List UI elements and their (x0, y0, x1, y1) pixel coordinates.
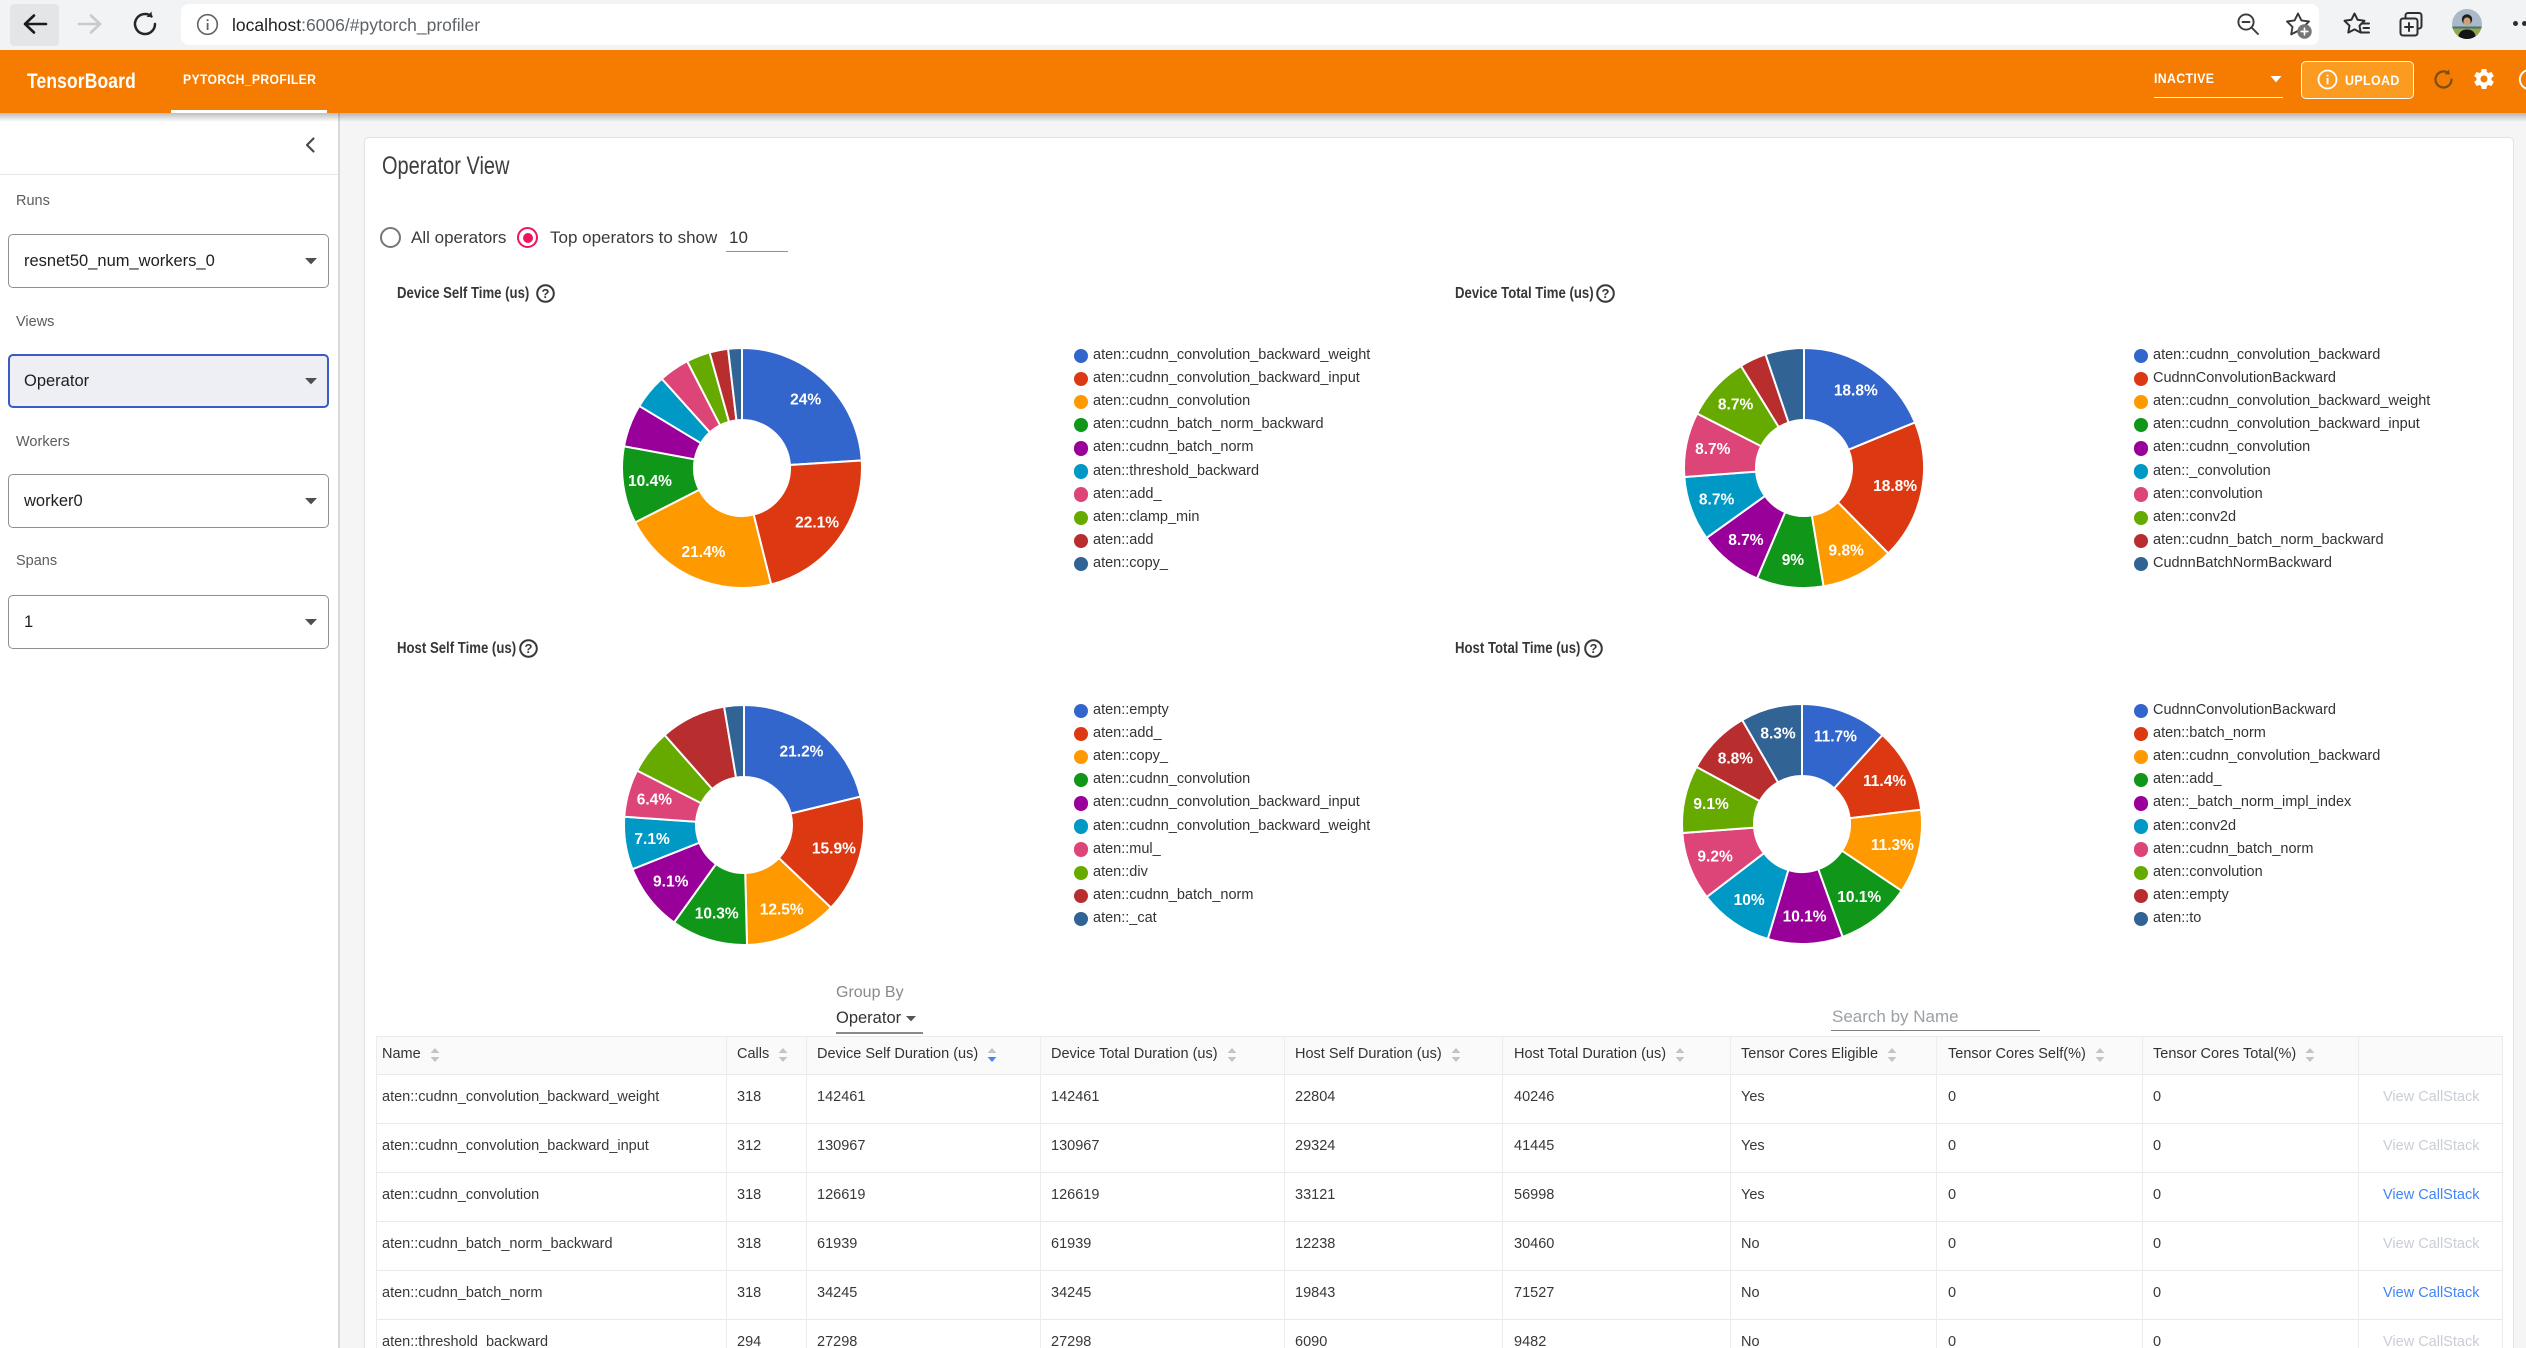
svg-text:?: ? (525, 641, 533, 656)
svg-text:11.4%: 11.4% (1863, 773, 1906, 790)
svg-text:9.8%: 9.8% (1829, 542, 1865, 559)
svg-text:7.1%: 7.1% (634, 830, 670, 847)
svg-text:?: ? (1602, 286, 1610, 301)
svg-text:18.8%: 18.8% (1834, 382, 1878, 399)
svg-text:8.7%: 8.7% (1728, 532, 1764, 549)
svg-text:6.4%: 6.4% (637, 791, 673, 808)
svg-text:12.5%: 12.5% (760, 901, 804, 918)
svg-text:9.1%: 9.1% (1693, 796, 1729, 813)
svg-text:10%: 10% (1734, 892, 1765, 909)
svg-text:8.8%: 8.8% (1718, 751, 1754, 768)
svg-text:21.4%: 21.4% (682, 544, 726, 561)
svg-text:8.7%: 8.7% (1695, 441, 1731, 458)
svg-text:?: ? (1590, 641, 1598, 656)
svg-text:15.9%: 15.9% (812, 840, 856, 857)
svg-text:24%: 24% (790, 392, 821, 409)
svg-text:8.7%: 8.7% (1699, 491, 1735, 508)
svg-text:9.2%: 9.2% (1697, 849, 1733, 866)
svg-text:10.1%: 10.1% (1837, 889, 1881, 906)
svg-text:?: ? (542, 286, 550, 301)
svg-text:10.1%: 10.1% (1783, 909, 1827, 926)
svg-text:9.1%: 9.1% (653, 873, 689, 890)
svg-text:22.1%: 22.1% (795, 514, 839, 531)
svg-text:10.3%: 10.3% (695, 905, 739, 922)
svg-text:8.7%: 8.7% (1718, 397, 1754, 414)
svg-text:21.2%: 21.2% (780, 743, 824, 760)
svg-text:18.8%: 18.8% (1873, 478, 1917, 495)
svg-text:9%: 9% (1782, 552, 1805, 569)
svg-text:10.4%: 10.4% (628, 473, 672, 490)
svg-text:11.3%: 11.3% (1871, 837, 1914, 854)
svg-text:8.3%: 8.3% (1760, 726, 1796, 743)
svg-text:11.7%: 11.7% (1814, 729, 1857, 746)
